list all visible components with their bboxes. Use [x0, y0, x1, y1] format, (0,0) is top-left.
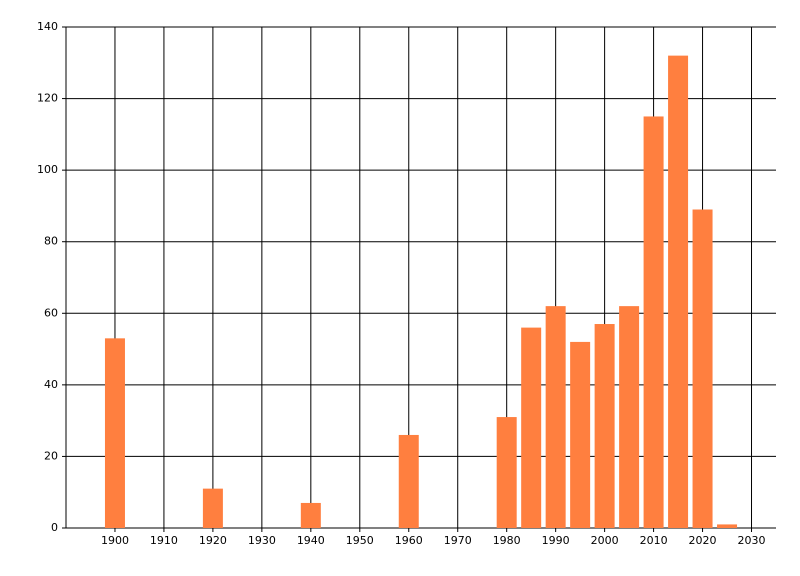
y-tick-label: 140	[37, 20, 58, 33]
bar	[717, 524, 738, 528]
x-tick-label: 1910	[150, 534, 178, 547]
bar	[619, 306, 640, 528]
x-tick-label: 1900	[101, 534, 129, 547]
y-tick-label: 20	[44, 449, 58, 462]
x-tick-label: 1990	[542, 534, 570, 547]
bar	[496, 417, 517, 528]
y-tick-label: 0	[51, 521, 58, 534]
x-tick-label: 1980	[493, 534, 521, 547]
x-tick-label: 1940	[297, 534, 325, 547]
bar	[300, 502, 321, 528]
x-tick-label: 2030	[738, 534, 766, 547]
y-tick-label: 120	[37, 92, 58, 105]
y-tick-label: 60	[44, 306, 58, 319]
bar	[643, 116, 664, 528]
bar	[521, 327, 542, 528]
y-tick-label: 100	[37, 163, 58, 176]
bar	[594, 324, 615, 528]
y-tick-label: 40	[44, 378, 58, 391]
x-tick-label: 1970	[444, 534, 472, 547]
bar	[545, 306, 566, 528]
x-tick-label: 1960	[395, 534, 423, 547]
x-tick-label: 1920	[199, 534, 227, 547]
x-tick-label: 2020	[689, 534, 717, 547]
x-tick-label: 1950	[346, 534, 374, 547]
bar	[202, 488, 223, 528]
x-tick-label: 1930	[248, 534, 276, 547]
x-tick-label: 2010	[640, 534, 668, 547]
bar	[104, 338, 125, 528]
y-tick-label: 80	[44, 235, 58, 248]
bar	[692, 209, 713, 528]
bar	[570, 341, 591, 528]
bar	[398, 434, 419, 528]
bar	[668, 55, 689, 528]
x-tick-label: 2000	[591, 534, 619, 547]
